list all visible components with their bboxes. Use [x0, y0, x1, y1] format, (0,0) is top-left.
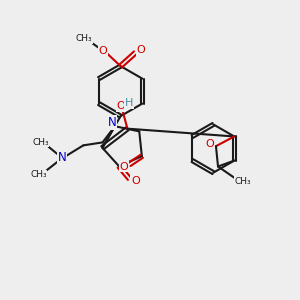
- Text: N: N: [58, 151, 67, 164]
- Text: CH₃: CH₃: [30, 170, 46, 179]
- Text: O: O: [137, 46, 146, 56]
- Text: O: O: [116, 101, 125, 111]
- Text: O: O: [206, 139, 214, 149]
- Text: O: O: [131, 176, 140, 186]
- Text: CH₃: CH₃: [32, 138, 49, 147]
- Text: CH₃: CH₃: [75, 34, 92, 43]
- Text: O: O: [98, 46, 107, 56]
- Text: O: O: [120, 162, 129, 172]
- Text: N: N: [108, 116, 116, 129]
- Text: H: H: [125, 98, 133, 108]
- Text: CH₃: CH₃: [235, 177, 251, 186]
